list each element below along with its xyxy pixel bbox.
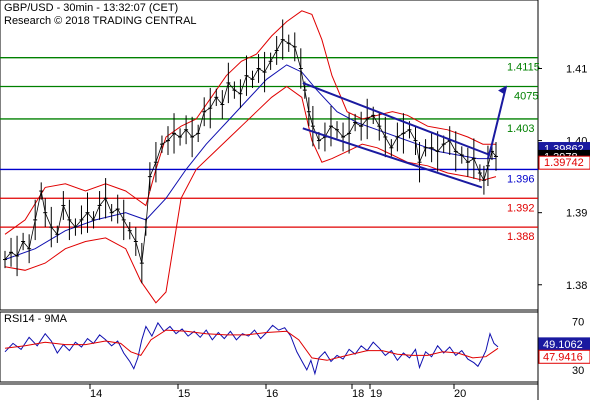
axes-layer: 1.381.391.401.411.398621.39781.397421415… [89, 63, 590, 400]
chart-copyright: Research © 2018 TRADING CENTRAL [4, 15, 197, 27]
rsi-ma-line [4, 329, 499, 361]
x-tick-label-19: 19 [370, 388, 382, 400]
channel-upper-line [302, 81, 491, 156]
level-label-4075: 4075 [514, 91, 538, 103]
series-layer [3, 10, 498, 304]
y-tick-label-1.38: 1.38 [566, 280, 587, 292]
main-panel-frame [0, 0, 539, 311]
x-tick-label-16: 16 [266, 388, 278, 400]
level-label-1.396: 1.396 [507, 173, 535, 185]
level-label-1.403: 1.403 [507, 123, 535, 135]
rsi-line [4, 321, 499, 376]
rsi-box-label-blue: 49.1062 [543, 339, 583, 351]
channel-lower-line [302, 127, 483, 189]
level-label-1.392: 1.392 [507, 202, 535, 214]
price-box-label-red: 1.39742 [544, 157, 584, 169]
x-tick-label-15: 15 [178, 388, 190, 400]
overlay-layer [302, 81, 508, 189]
rsi-box-label-red: 47.9416 [543, 351, 583, 363]
price-close-line [4, 39, 497, 264]
y-tick-label-1.41: 1.41 [566, 63, 587, 75]
forecast-arrow-head [498, 85, 507, 95]
y-tick-label-1.39: 1.39 [566, 208, 587, 220]
x-tick-label-20: 20 [454, 388, 466, 400]
levels-layer: 1.4115 4075 1.403 1.396 1.392 1.388 [0, 57, 540, 243]
forecast-arrow-line [486, 86, 508, 159]
rsi-tick-label-30: 30 [572, 365, 584, 377]
rsi-panel-frame [0, 311, 539, 383]
price-box-red [538, 155, 590, 170]
level-label-1.4115: 1.4115 [507, 62, 540, 74]
x-tick-label-18: 18 [352, 388, 364, 400]
bollinger-upper-line [4, 10, 496, 235]
rsi-tick-label-70: 70 [572, 317, 584, 329]
rsi-box-red [538, 349, 590, 364]
level-label-1.388: 1.388 [507, 231, 535, 243]
chart-title: GBP/USD - 30min - 13:32:07 (CET) [4, 2, 179, 14]
x-tick-label-14: 14 [90, 388, 102, 400]
rsi-panel-title: RSI14 - 9MA [4, 313, 68, 325]
